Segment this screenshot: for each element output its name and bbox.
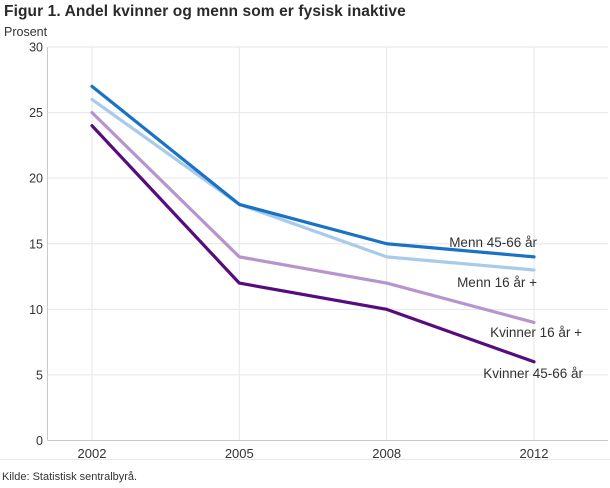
y-axis-unit-label: Prosent (4, 25, 48, 39)
y-tick-label: 10 (29, 303, 43, 317)
series-label-kvinner-45-66: Kvinner 45-66 år (483, 366, 583, 381)
chart-title: Figur 1. Andel kvinner og menn som er fy… (4, 3, 406, 20)
series-line-4 (90, 124, 536, 364)
series-line-1 (90, 84, 536, 259)
source-text: Kilde: Statistisk sentralbyrå. (2, 471, 138, 483)
line-chart-plot-area: 0 5 10 15 20 25 30 2002 2005 2008 2012 (29, 41, 608, 460)
y-tick-label: 30 (29, 41, 43, 55)
x-tick-label: 2002 (78, 446, 107, 460)
y-tick-label: 20 (29, 172, 43, 186)
y-tick-label: 25 (29, 106, 43, 120)
footer-divider (0, 459, 610, 460)
x-tick-label: 2005 (225, 446, 254, 460)
y-tick-label: 5 (36, 368, 43, 382)
y-tick-label: 15 (29, 237, 43, 251)
x-tick-label: 2008 (372, 446, 401, 460)
series-label-menn-16: Menn 16 år + (457, 275, 537, 290)
series-line-3 (90, 110, 536, 325)
series-line-2 (90, 97, 536, 272)
series-label-menn-45-66: Menn 45-66 år (449, 235, 537, 250)
x-tick-label: 2012 (520, 446, 549, 460)
y-tick-label: 0 (36, 434, 43, 448)
series-label-kvinner-16: Kvinner 16 år + (490, 325, 582, 340)
